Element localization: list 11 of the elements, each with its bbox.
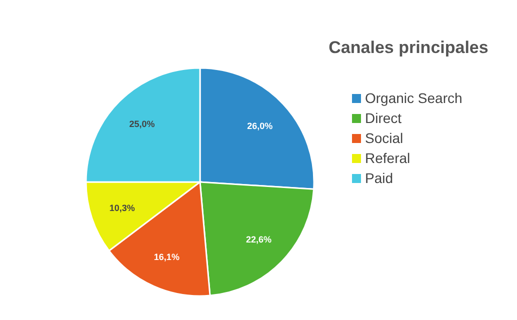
legend-label: Referal [365, 150, 410, 166]
legend-label: Direct [365, 110, 402, 126]
data-label: 16,1% [154, 252, 180, 262]
legend-label: Organic Search [365, 90, 462, 106]
legend-label: Paid [365, 170, 394, 186]
chart-title: Canales principales [328, 38, 490, 58]
legend-label: Social [365, 130, 404, 146]
data-label: 26,0% [247, 120, 273, 131]
data-label: 22,6% [246, 234, 272, 244]
data-label: 25,0% [129, 118, 155, 129]
data-label: 10,3% [109, 203, 135, 214]
